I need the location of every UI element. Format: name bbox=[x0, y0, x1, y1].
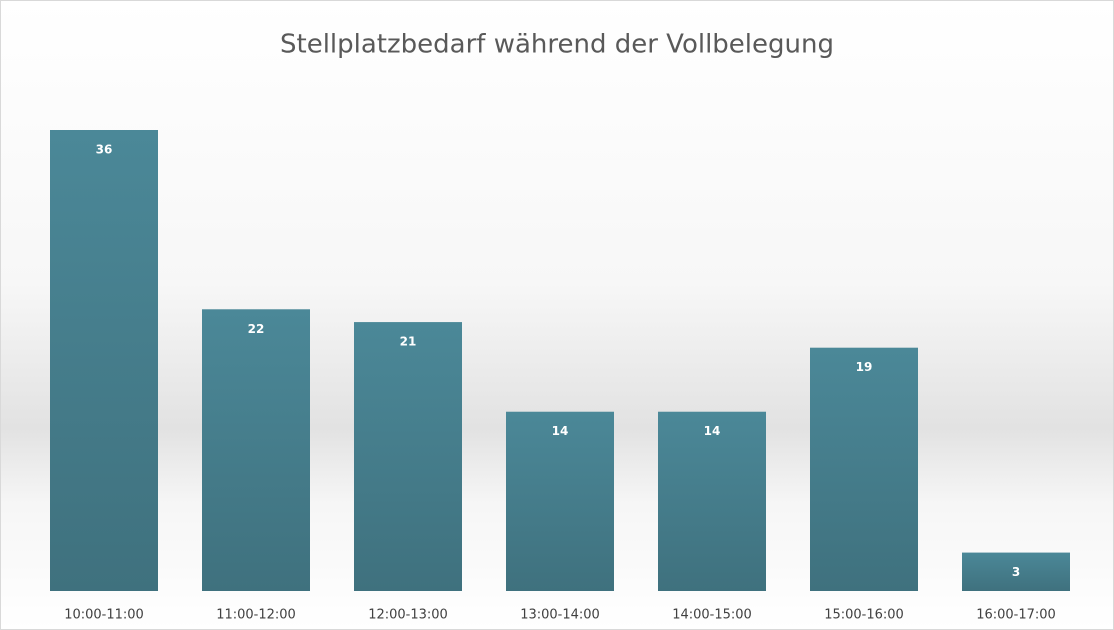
bar bbox=[506, 411, 614, 591]
x-tick-label: 14:00-15:00 bbox=[672, 608, 752, 623]
bar bbox=[354, 322, 462, 591]
data-label: 14 bbox=[552, 424, 569, 438]
data-label: 22 bbox=[248, 322, 265, 336]
x-tick-label: 10:00-11:00 bbox=[64, 608, 144, 623]
bar bbox=[658, 411, 766, 591]
data-label: 14 bbox=[704, 424, 721, 438]
bar bbox=[50, 130, 158, 591]
x-tick-label: 12:00-13:00 bbox=[368, 608, 448, 623]
bar bbox=[962, 552, 1070, 591]
bar bbox=[810, 347, 918, 591]
bar bbox=[202, 309, 310, 591]
data-label: 21 bbox=[400, 335, 417, 349]
data-label: 36 bbox=[96, 143, 113, 157]
data-label: 3 bbox=[1012, 565, 1020, 579]
data-label: 19 bbox=[856, 360, 873, 374]
x-tick-label: 11:00-12:00 bbox=[216, 608, 296, 623]
chart-title: Stellplatzbedarf während der Vollbelegun… bbox=[280, 30, 834, 60]
x-tick-label: 13:00-14:00 bbox=[520, 608, 600, 623]
x-tick-label: 16:00-17:00 bbox=[976, 608, 1056, 623]
x-tick-label: 15:00-16:00 bbox=[824, 608, 904, 623]
